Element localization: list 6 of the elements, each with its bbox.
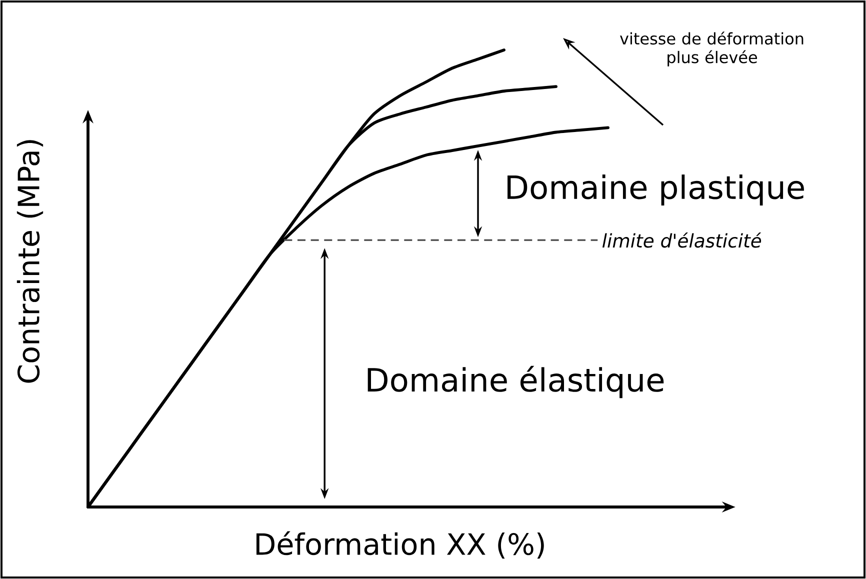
- annotation: vitesse de déformation plus élevée: [620, 32, 804, 66]
- ref-line-label: limite d'élasticité: [602, 232, 762, 248]
- x-axis-title: Déformation XX (%): [256, 531, 544, 559]
- annotation: Domaine plastique: [508, 174, 804, 206]
- annotation: Domaine élastique: [368, 366, 664, 398]
- y-axis-title: Contrainte (MPa): [16, 140, 44, 383]
